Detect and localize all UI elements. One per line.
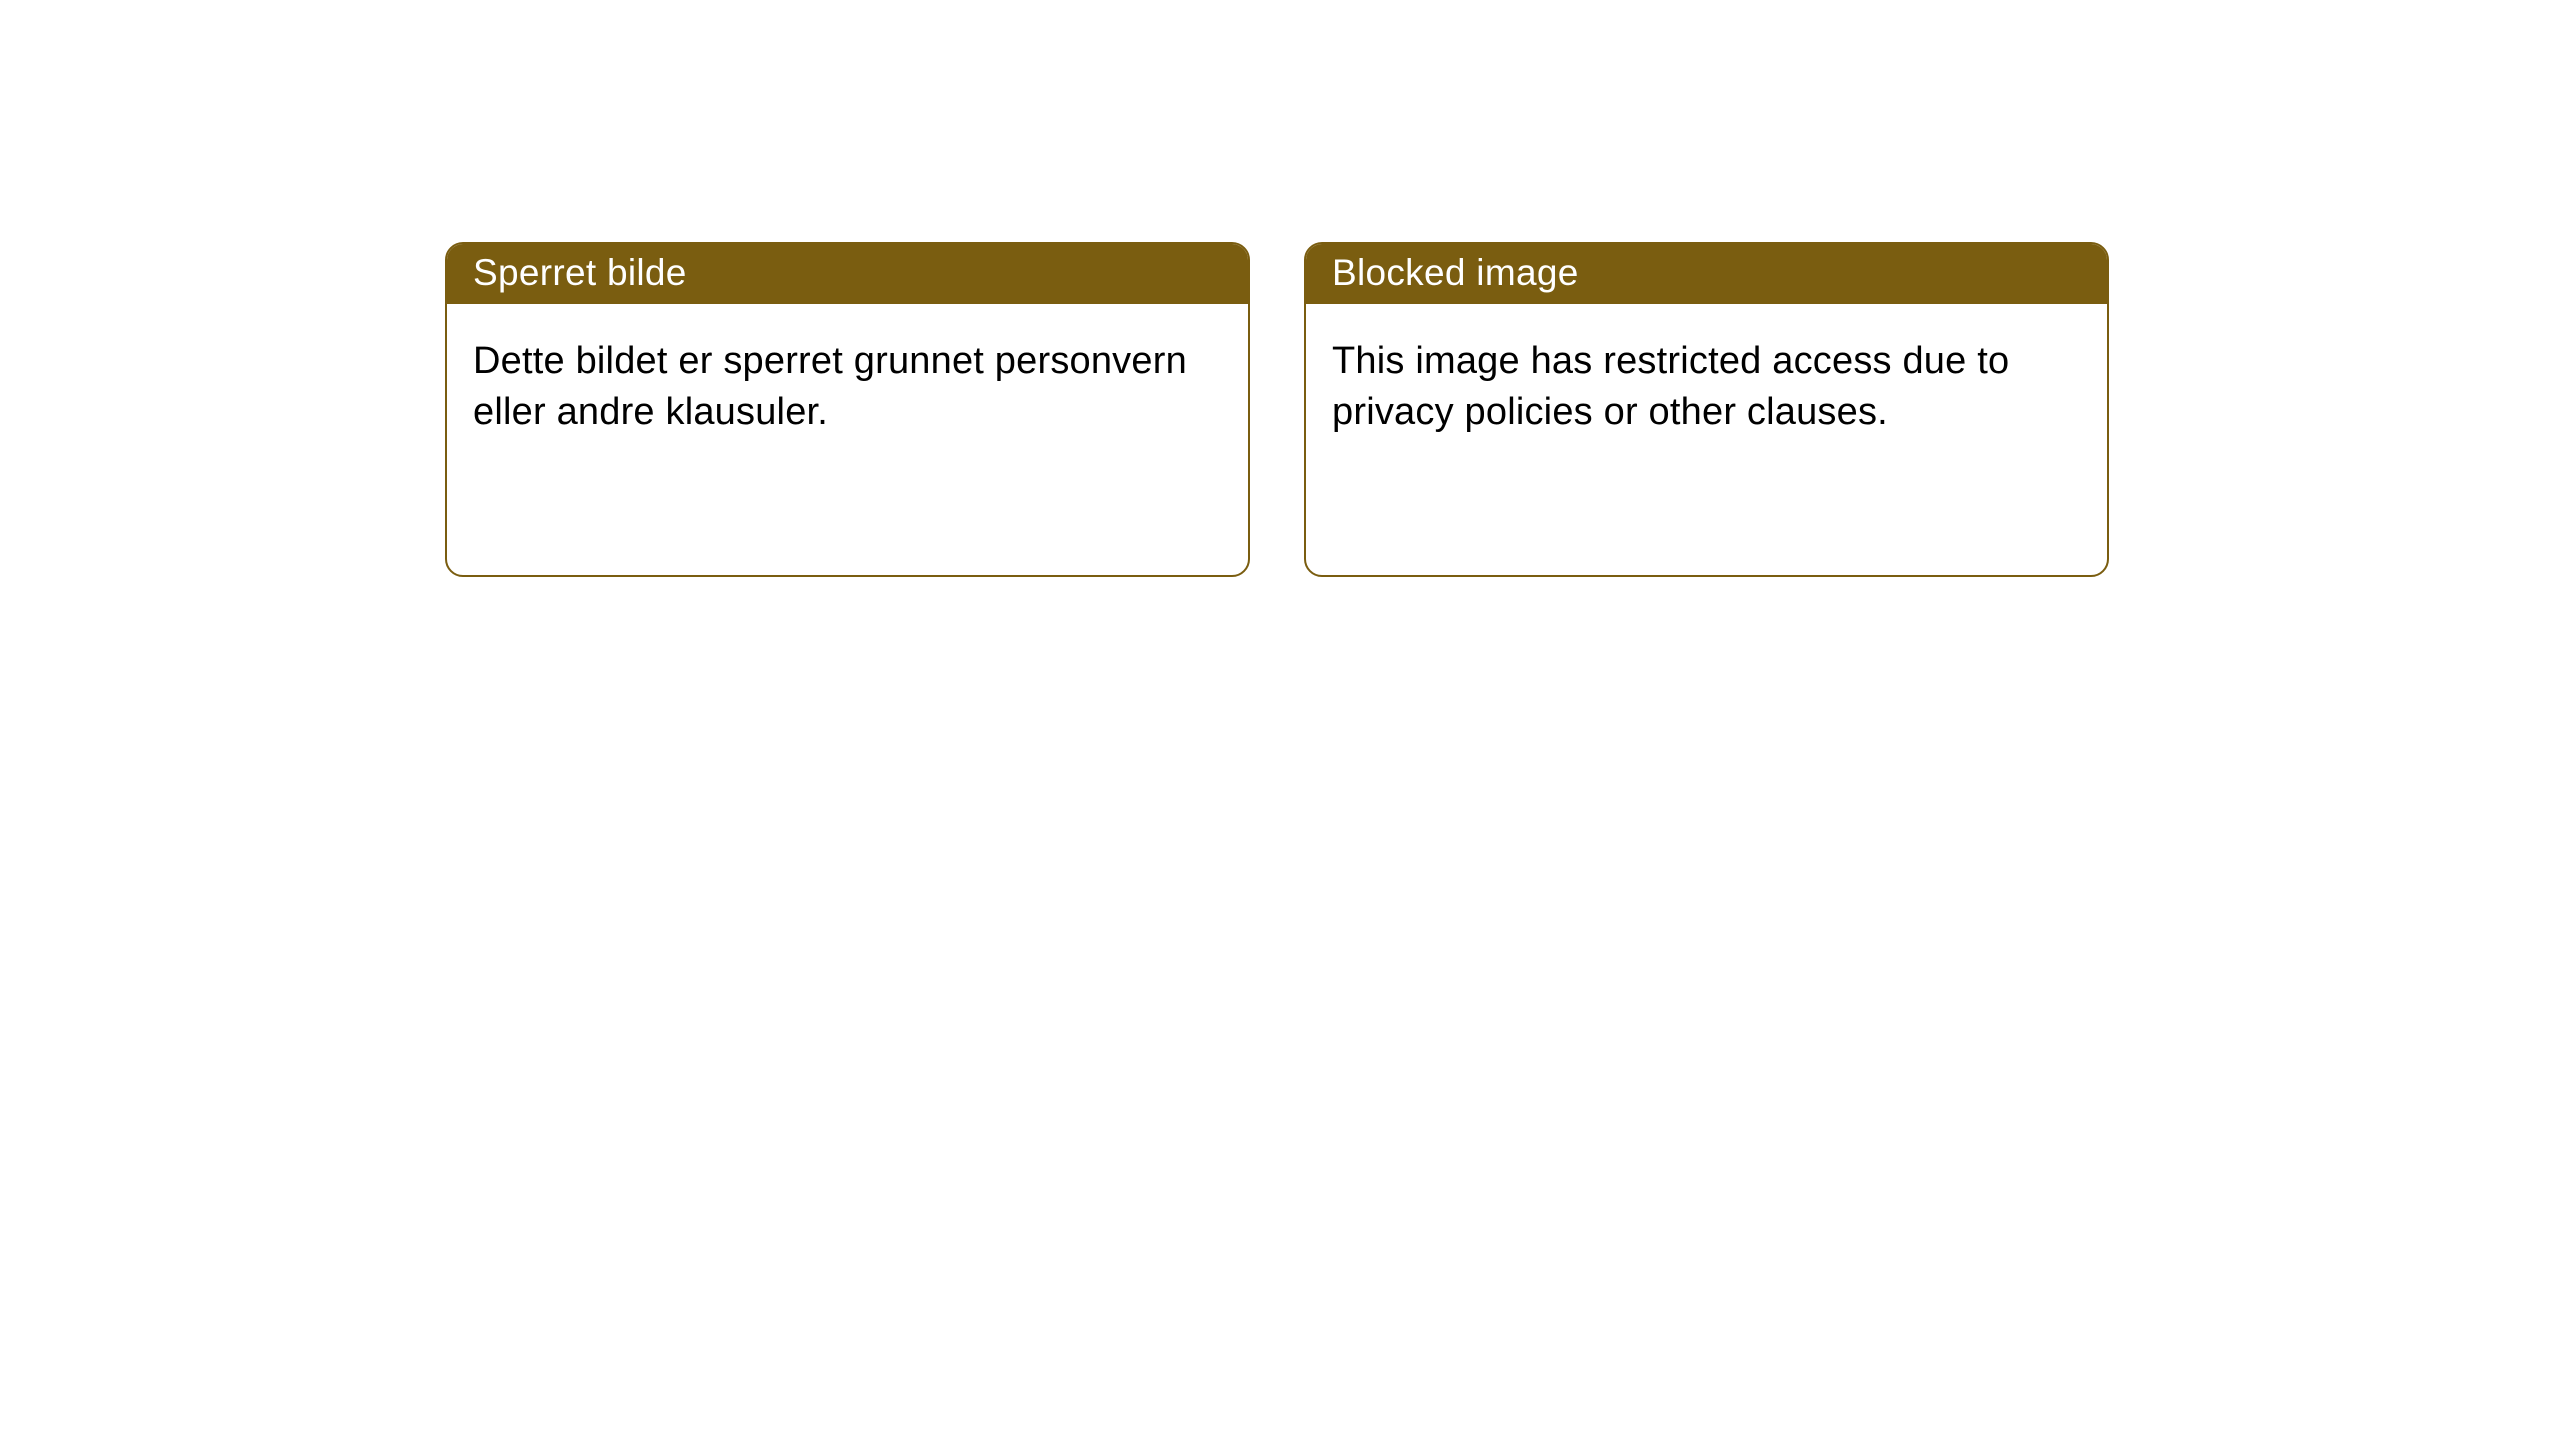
notice-title: Blocked image xyxy=(1332,252,1579,293)
notice-header: Sperret bilde xyxy=(447,244,1248,304)
notice-container: Sperret bilde Dette bildet er sperret gr… xyxy=(0,0,2560,577)
notice-body-text: This image has restricted access due to … xyxy=(1332,340,2009,433)
notice-body-text: Dette bildet er sperret grunnet personve… xyxy=(473,340,1187,433)
notice-title: Sperret bilde xyxy=(473,252,687,293)
notice-card-norwegian: Sperret bilde Dette bildet er sperret gr… xyxy=(445,242,1250,577)
notice-header: Blocked image xyxy=(1306,244,2107,304)
notice-card-english: Blocked image This image has restricted … xyxy=(1304,242,2109,577)
notice-body: Dette bildet er sperret grunnet personve… xyxy=(447,304,1248,465)
notice-body: This image has restricted access due to … xyxy=(1306,304,2107,465)
